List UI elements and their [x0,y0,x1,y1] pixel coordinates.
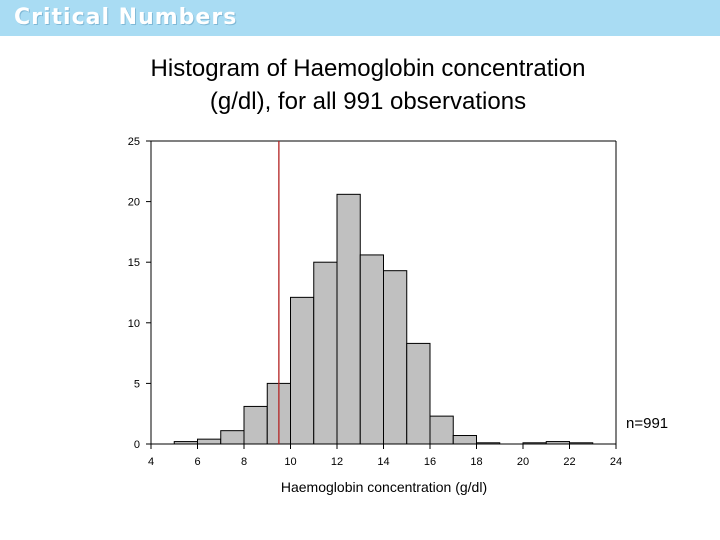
histogram-bar-1 [197,438,222,445]
x-tick-label-10: 10 [284,456,296,468]
histogram-bar-10 [406,342,431,445]
histogram-bar-8 [359,254,384,445]
header-band: Critical Numbers [0,0,720,36]
x-tick-label-4: 4 [148,456,154,468]
histogram-bar-5 [290,296,315,445]
x-tick-label-14: 14 [377,456,389,468]
x-tick-label-24: 24 [610,456,622,468]
slide-title-line-2: (g/dl), for all 991 observations [209,88,527,115]
y-tick-label-0: 0 [134,439,140,451]
slide-title-line-1: Histogram of Haemoglobin concentration [150,55,586,82]
x-tick-label-20: 20 [517,456,529,468]
y-axis: 0 5 10 15 20 25 [128,136,151,451]
slide-title: Histogram of Haemoglobin concentration (… [0,52,720,118]
x-tick-label-18: 18 [470,456,482,468]
x-tick-label-8: 8 [241,456,247,468]
y-tick-label-20: 20 [128,197,140,209]
x-tick-label-16: 16 [424,456,436,468]
histogram-bar-7 [336,193,361,445]
y-tick-label-5: 5 [134,378,140,390]
x-tick-label-22: 22 [563,456,575,468]
y-tick-label-25: 25 [128,136,140,148]
histogram-bar-9 [383,270,408,445]
histogram-bar-11 [429,415,454,445]
x-axis: 4 6 8 10 12 14 16 18 20 22 24 [148,444,622,468]
n-annotation: n=991 [626,415,668,432]
x-tick-label-6: 6 [194,456,200,468]
histogram-bar-3 [243,405,268,445]
header-title: Critical Numbers [14,5,238,30]
x-tick-label-12: 12 [331,456,343,468]
histogram-bar-6 [313,261,338,445]
x-axis-label: Haemoglobin concentration (g/dl) [281,479,487,495]
histogram-bar-2 [220,430,245,445]
y-tick-label-15: 15 [128,257,140,269]
histogram-bars [173,193,594,445]
y-tick-label-10: 10 [128,318,140,330]
histogram-bar-12 [452,435,477,445]
